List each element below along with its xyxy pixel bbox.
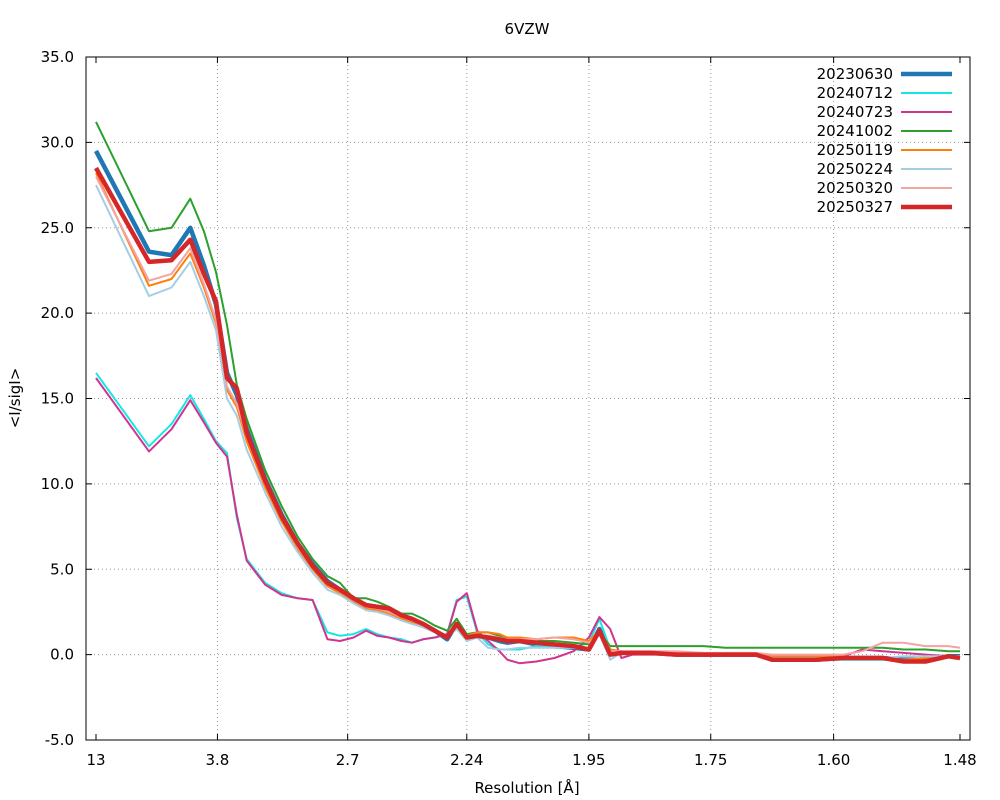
legend: 2023063020240712202407232024100220250119… (817, 65, 952, 216)
series-line-20250224 (95, 184, 960, 661)
y-tick-label: 0.0 (50, 646, 74, 664)
x-tick-label: 1.95 (572, 751, 605, 769)
chart-title: 6VZW (505, 20, 550, 38)
y-tick-label: -5.0 (45, 731, 74, 749)
legend-label: 20250119 (817, 141, 893, 159)
plot-frame (85, 56, 971, 741)
x-tick-label: 2.7 (336, 751, 360, 769)
legend-label: 20250224 (817, 160, 893, 178)
y-tick-label: 30.0 (41, 133, 74, 151)
series-line-20240712 (95, 372, 960, 661)
legend-label: 20230630 (817, 65, 893, 83)
x-tick-label: 3.8 (206, 751, 230, 769)
legend-label: 20240712 (817, 84, 893, 102)
series-line-20240723 (95, 377, 961, 665)
y-axis-label: <I/sigI> (6, 368, 24, 429)
y-tick-label: 20.0 (41, 304, 74, 322)
legend-label: 20250320 (817, 179, 893, 197)
y-tick-label: 10.0 (41, 475, 74, 493)
legend-label: 20241002 (817, 122, 893, 140)
y-axis-ticks: -5.0 0.0 5.0 10.0 15.0 20.0 25.0 30.0 35.0 (41, 48, 970, 749)
y-tick-label: 5.0 (50, 560, 74, 578)
series-line-20250320 (95, 176, 961, 656)
y-tick-label: 35.0 (41, 48, 74, 66)
series-line-20250119 (95, 172, 960, 661)
series-line-20230630 (94, 149, 960, 662)
series-line-20250327 (94, 166, 961, 664)
series-lines (94, 121, 961, 665)
x-tick-label: 13 (86, 751, 105, 769)
x-axis-ticks: 13 3.8 2.7 2.24 1.95 1.75 1.60 1.48 (86, 57, 977, 769)
legend-label: 20250327 (817, 198, 893, 216)
x-tick-label: 1.60 (817, 751, 850, 769)
x-tick-label: 1.48 (943, 751, 976, 769)
y-tick-label: 15.0 (41, 390, 74, 408)
x-axis-label: Resolution [Å] (474, 778, 579, 797)
x-tick-label: 2.24 (450, 751, 483, 769)
x-tick-label: 1.75 (694, 751, 727, 769)
legend-label: 20240723 (817, 103, 893, 121)
y-tick-label: 25.0 (41, 219, 74, 237)
